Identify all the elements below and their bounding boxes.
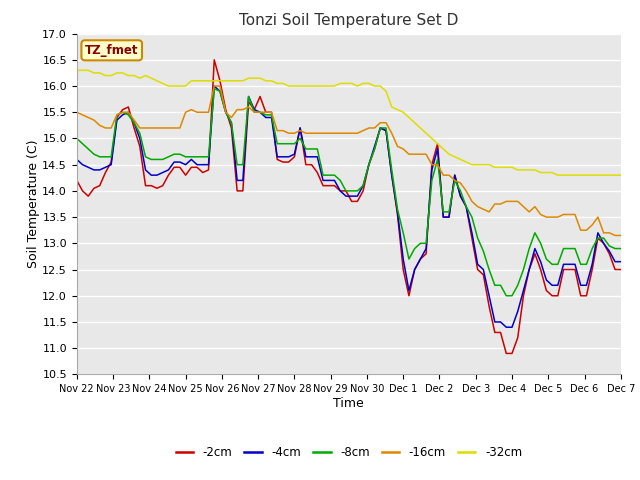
Y-axis label: Soil Temperature (C): Soil Temperature (C) <box>26 140 40 268</box>
Text: TZ_fmet: TZ_fmet <box>85 44 138 57</box>
Legend: -2cm, -4cm, -8cm, -16cm, -32cm: -2cm, -4cm, -8cm, -16cm, -32cm <box>171 442 527 464</box>
X-axis label: Time: Time <box>333 397 364 410</box>
Title: Tonzi Soil Temperature Set D: Tonzi Soil Temperature Set D <box>239 13 458 28</box>
